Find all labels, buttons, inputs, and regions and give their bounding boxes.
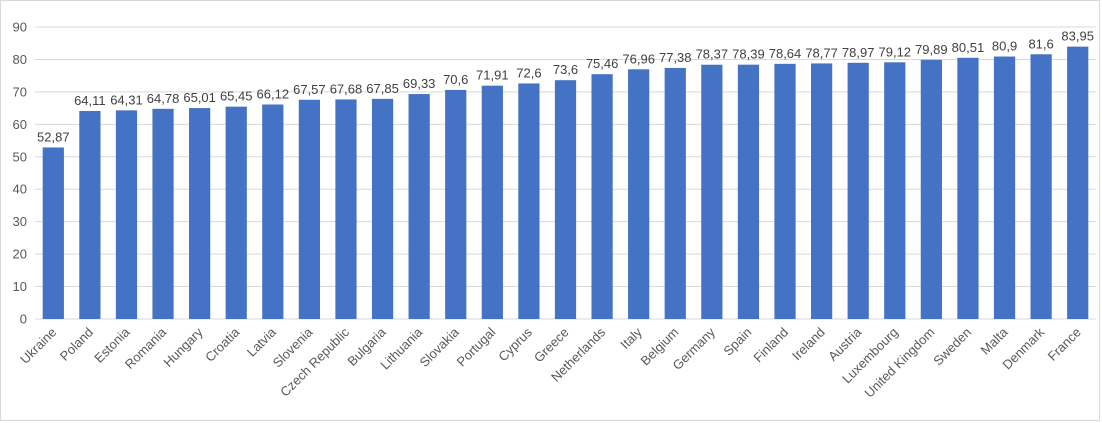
y-tick-label: 80 (13, 52, 27, 67)
data-label: 73,6 (553, 62, 578, 77)
bar (262, 104, 284, 320)
x-category-label: Slovakia (417, 324, 463, 370)
data-label: 67,57 (293, 82, 326, 97)
data-label: 78,64 (769, 46, 802, 61)
bar (225, 106, 247, 319)
x-category-label: Croatia (202, 324, 243, 365)
bar (957, 57, 979, 320)
bar (628, 69, 650, 319)
x-category-label: Sweden (930, 325, 974, 369)
x-category-label: Italy (617, 324, 645, 352)
y-tick-label: 10 (13, 279, 27, 294)
y-tick-label: 30 (13, 214, 27, 229)
data-label: 79,89 (915, 42, 948, 57)
bar (518, 83, 540, 319)
bar (884, 62, 906, 319)
bar (1030, 54, 1052, 320)
x-axis-labels: UkrainePolandEstoniaRomaniaHungaryCroati… (17, 324, 1084, 401)
data-label: 83,95 (1061, 29, 1094, 44)
bar (79, 110, 101, 320)
data-label: 78,77 (805, 45, 838, 60)
y-tick-label: 20 (13, 247, 27, 262)
data-label: 72,6 (516, 65, 541, 80)
x-category-label: Finland (750, 325, 791, 366)
x-category-label: Hungary (160, 324, 206, 370)
x-category-label: Poland (57, 325, 96, 364)
bar (847, 62, 869, 319)
data-label: 78,97 (842, 45, 875, 60)
data-label: 64,78 (147, 91, 180, 106)
bar (1067, 46, 1089, 320)
data-label: 65,45 (220, 89, 253, 104)
data-label: 76,96 (622, 51, 655, 66)
bar (737, 64, 760, 319)
x-category-label: Portugal (454, 324, 499, 369)
data-label: 71,91 (476, 68, 509, 83)
y-tick-label: 0 (20, 312, 27, 327)
bar (774, 63, 796, 319)
x-category-label: Ireland (789, 325, 828, 364)
bar (554, 80, 577, 319)
data-label: 65,01 (183, 90, 216, 105)
y-tick-label: 70 (13, 84, 27, 99)
bar (152, 108, 174, 319)
bar (810, 63, 833, 319)
y-axis-ticks: 0 10 20 30 40 50 60 70 80 90 (13, 20, 27, 327)
bar (115, 110, 138, 319)
x-category-label: Malta (978, 324, 1012, 358)
bar (371, 98, 394, 319)
bar (920, 59, 942, 320)
data-label: 80,51 (952, 40, 985, 55)
data-label: 77,38 (659, 50, 692, 65)
data-label: 67,68 (330, 81, 363, 96)
bar (993, 56, 1016, 319)
bar (408, 94, 430, 319)
bar (298, 99, 321, 319)
bar (701, 64, 723, 320)
data-label: 66,12 (257, 86, 290, 101)
data-label: 78,39 (732, 47, 765, 62)
data-label: 78,37 (696, 47, 729, 62)
x-category-label: Romania (122, 324, 170, 372)
data-label: 69,33 (403, 76, 436, 91)
bars (42, 46, 1089, 320)
x-category-label: Ukraine (17, 325, 59, 367)
bar (189, 108, 211, 319)
data-label: 52,87 (37, 129, 70, 144)
y-tick-label: 60 (13, 117, 27, 132)
data-labels: 52,87 64,11 64,31 64,78 65,01 65,45 66,12 67,57… (37, 29, 1094, 145)
data-label: 64,11 (74, 93, 106, 108)
data-label: 64,31 (110, 92, 143, 107)
y-tick-label: 50 (13, 149, 27, 164)
bar (335, 99, 357, 319)
x-category-label: Cyprus (495, 324, 535, 364)
bar (591, 74, 613, 319)
y-tick-label: 40 (13, 182, 27, 197)
y-tick-label: 90 (13, 20, 27, 35)
x-category-label: France (1045, 325, 1084, 364)
data-label: 79,12 (879, 44, 912, 59)
bar (42, 147, 64, 319)
bar (445, 89, 467, 319)
data-label: 81,6 (1028, 36, 1053, 51)
data-label: 67,85 (366, 81, 399, 96)
bar (481, 85, 503, 319)
data-label: 75,46 (586, 56, 619, 71)
x-category-label: Spain (720, 325, 754, 359)
data-label: 80,9 (992, 39, 1017, 54)
data-label: 70,6 (443, 72, 468, 87)
bar (664, 67, 686, 319)
